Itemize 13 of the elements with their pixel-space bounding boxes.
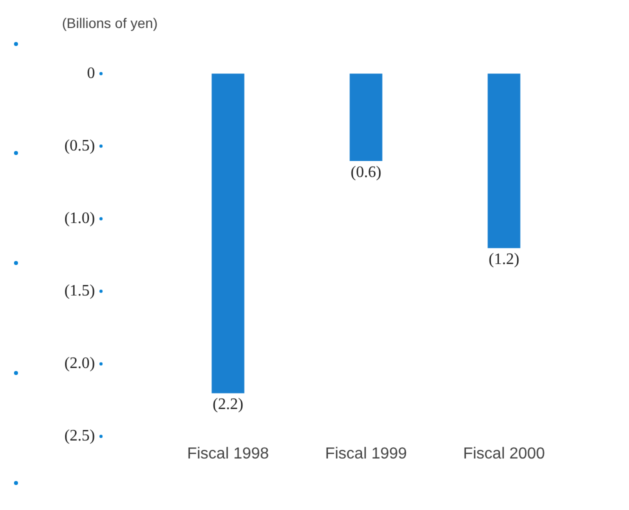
y-tick-label: (1.5) <box>64 282 95 300</box>
y-tick-label: (2.0) <box>64 355 95 372</box>
y-axis-title: (Billions of yen) <box>62 14 158 31</box>
x-tick-label: Fiscal 1999 <box>325 445 408 462</box>
data-label: (2.2) <box>212 396 244 414</box>
y-tick-label: 0 <box>87 64 95 82</box>
data-label: (0.6) <box>350 164 382 181</box>
y-tick-label: (1.0) <box>64 210 95 227</box>
x-tick-label: Fiscal 1998 <box>187 445 270 462</box>
data-label: (1.2) <box>488 250 520 268</box>
x-tick-label: Fiscal 2000 <box>463 445 546 462</box>
y-tick-label: (0.5) <box>64 137 95 154</box>
y-tick-label: (2.5) <box>64 428 95 445</box>
